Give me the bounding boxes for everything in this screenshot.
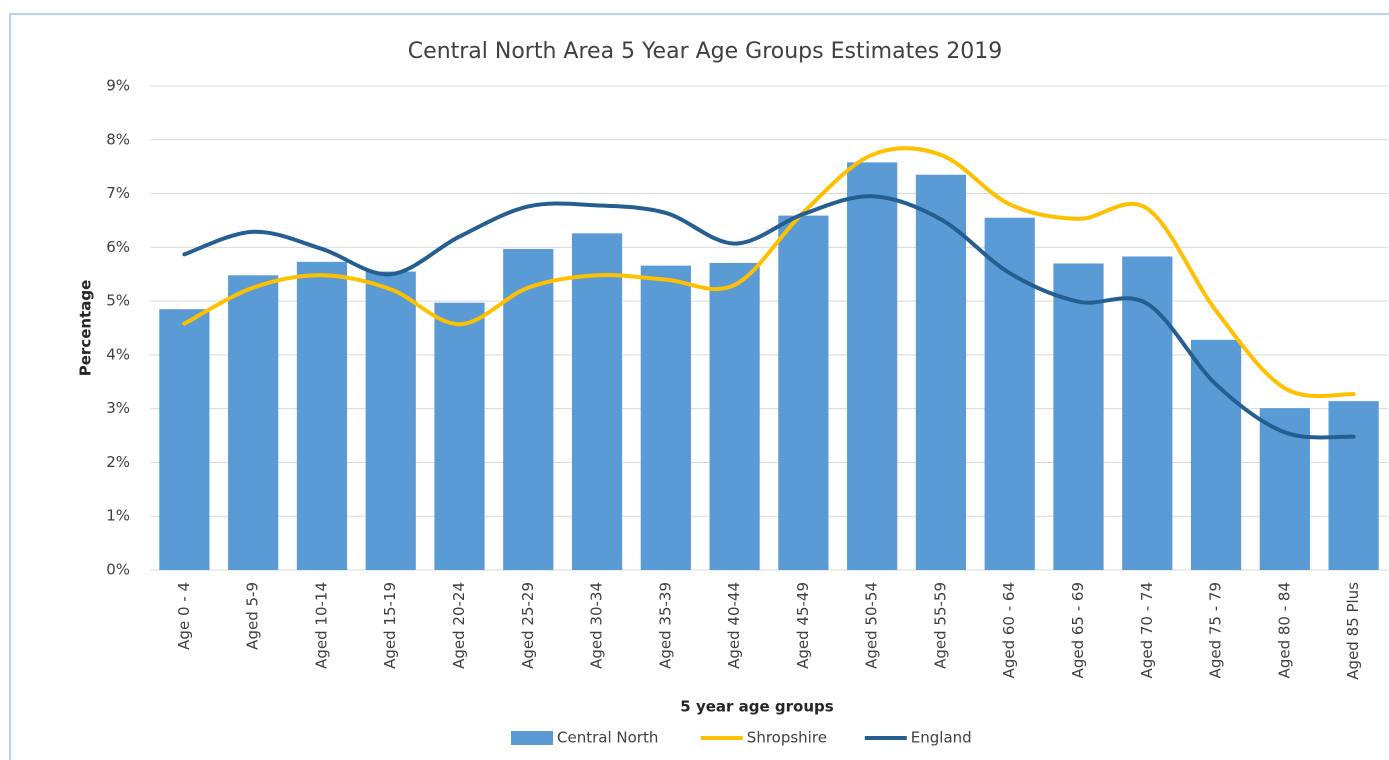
- legend-label: Shropshire: [747, 729, 827, 747]
- x-tick-label: Aged 30-34: [588, 582, 606, 669]
- y-tick-label: 5%: [106, 292, 130, 310]
- bar: [709, 262, 760, 570]
- x-tick-label: Aged 65 - 69: [1069, 582, 1087, 678]
- y-tick-label: 4%: [106, 345, 130, 363]
- y-tick-label: 3%: [106, 399, 130, 417]
- line-series: [182, 194, 1356, 440]
- legend-swatch: [511, 731, 553, 745]
- y-tick-label: 8%: [106, 130, 130, 148]
- x-tick-label: Aged 70 - 74: [1138, 582, 1156, 678]
- chart-title: Central North Area 5 Year Age Groups Est…: [408, 39, 1002, 64]
- bar: [915, 174, 967, 570]
- x-tick-label: Aged 15-19: [381, 582, 399, 669]
- x-tick-label: Aged 55-59: [931, 582, 949, 669]
- bar: [571, 233, 623, 570]
- bar: [984, 217, 1035, 570]
- x-tick-label: Aged 5-9: [244, 582, 262, 650]
- bar: [503, 248, 554, 571]
- y-tick-label: 7%: [106, 184, 130, 202]
- y-tick-label: 2%: [106, 453, 130, 471]
- bar: [434, 302, 485, 570]
- chart-frame: [9, 13, 1389, 760]
- x-tick-label: Aged 35-39: [656, 582, 674, 669]
- x-tick-label: Aged 20-24: [450, 582, 468, 669]
- x-axis-title: 5 year age groups: [680, 698, 833, 716]
- bar: [1053, 263, 1104, 570]
- line-series: [182, 146, 1356, 399]
- x-tick-label: Aged 25-29: [519, 582, 537, 669]
- x-tick-label: Aged 40-44: [725, 582, 743, 669]
- legend-label: Central North: [557, 729, 658, 747]
- bar: [365, 271, 416, 570]
- x-tick-label: Age 0 - 4: [175, 582, 193, 650]
- x-tick-label: Aged 50-54: [863, 582, 881, 669]
- y-tick-label: 6%: [106, 238, 130, 256]
- x-tick-label: Aged 80 - 84: [1275, 582, 1293, 678]
- x-tick-label: Aged 60 - 64: [1000, 582, 1018, 678]
- y-tick-label: 9%: [106, 77, 130, 95]
- bar: [640, 265, 691, 570]
- bar: [1190, 339, 1242, 570]
- bar: [159, 309, 210, 570]
- y-tick-label: 0%: [106, 561, 130, 579]
- bar: [847, 162, 898, 570]
- x-tick-label: Aged 85 Plus: [1344, 582, 1362, 680]
- bar: [1122, 256, 1173, 570]
- bar: [296, 261, 348, 570]
- bar: [778, 215, 829, 571]
- legend-label: England: [911, 729, 972, 747]
- y-tick-label: 1%: [106, 507, 130, 525]
- bar: [228, 275, 279, 570]
- y-axis-title: Percentage: [77, 280, 95, 377]
- x-tick-label: Aged 45-49: [794, 582, 812, 669]
- bar: [1328, 401, 1379, 570]
- x-tick-label: Aged 10-14: [312, 582, 330, 669]
- x-tick-label: Aged 75 - 79: [1207, 582, 1225, 678]
